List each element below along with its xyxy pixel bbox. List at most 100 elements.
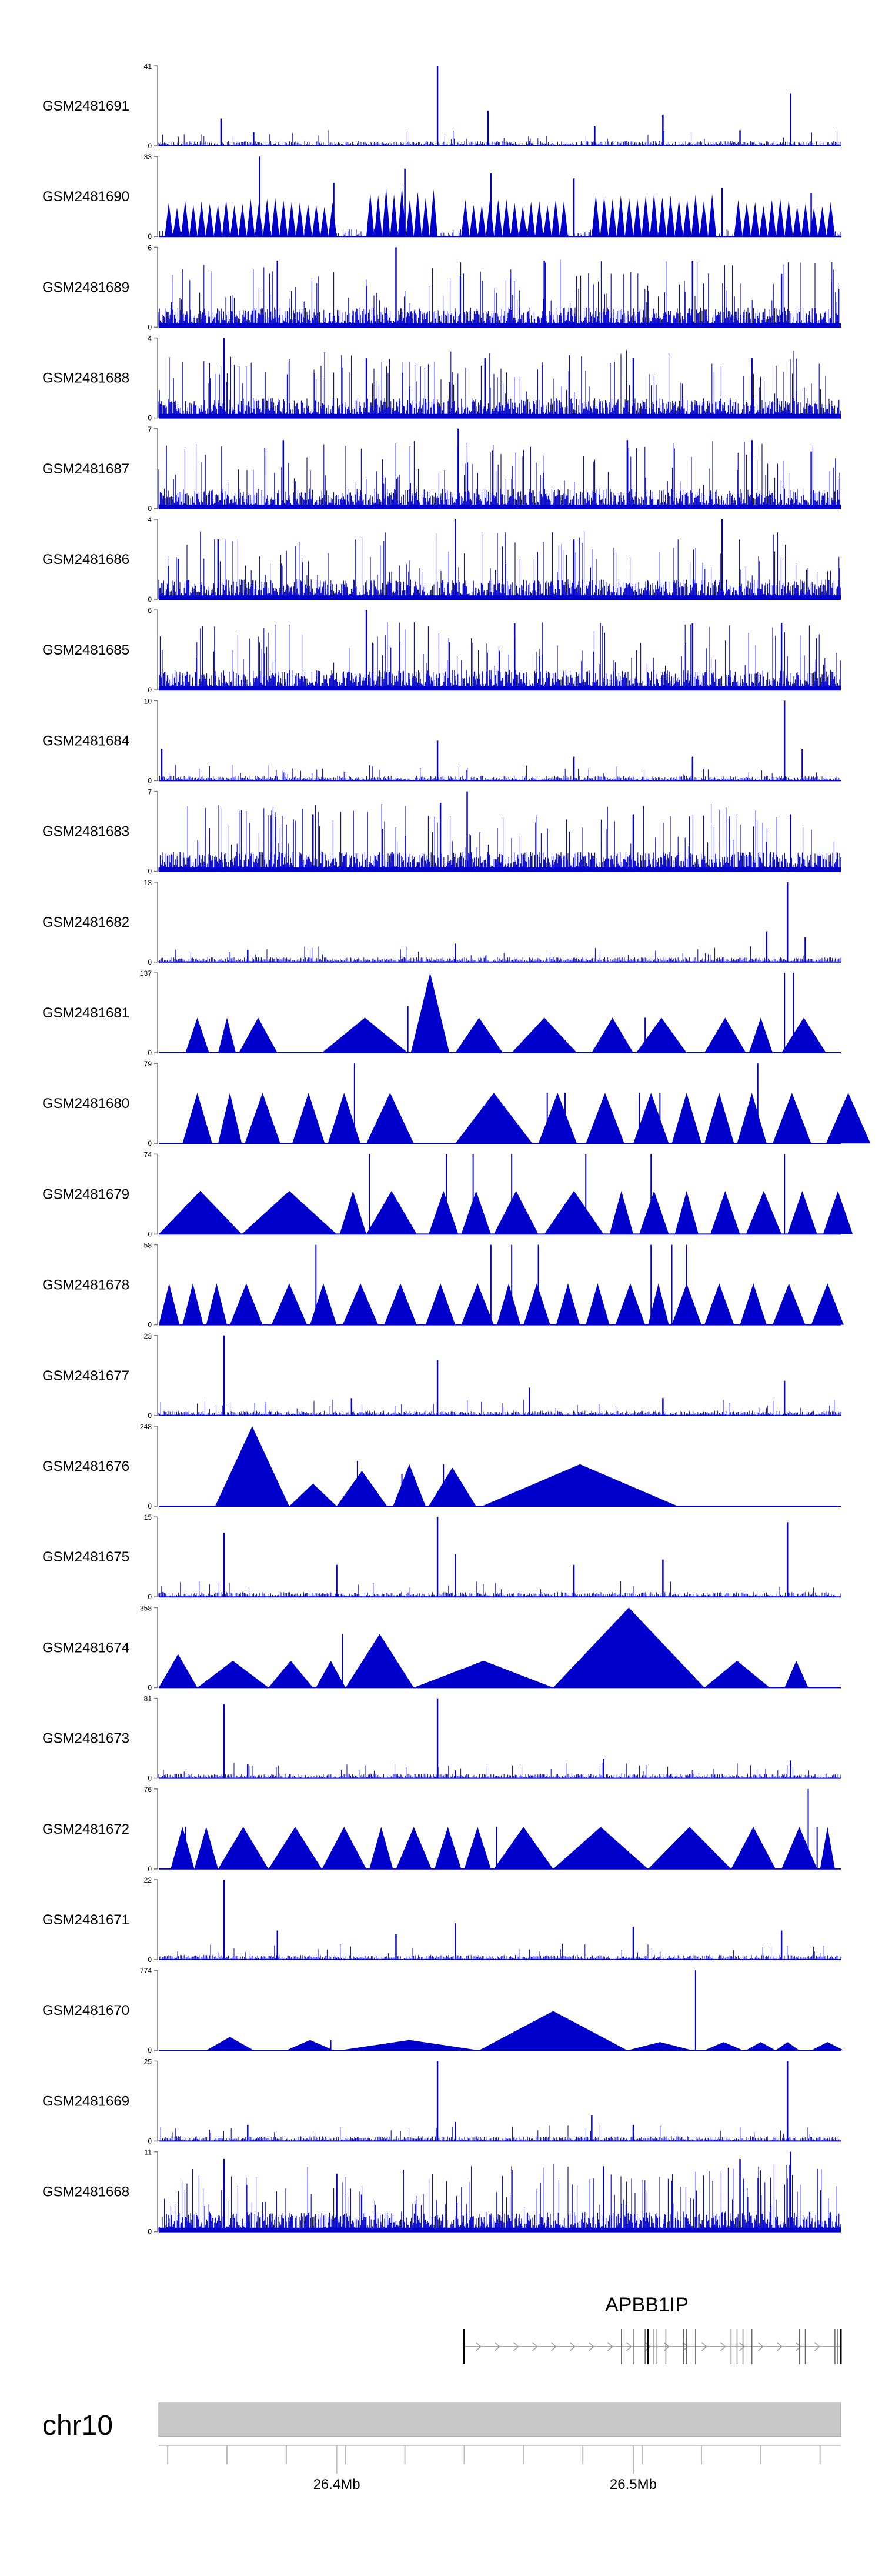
signal-triangle	[710, 1190, 740, 1234]
signal-triangle	[776, 2042, 800, 2051]
signal-triangle	[396, 1827, 432, 1869]
track-y-max-label: 10	[144, 697, 152, 705]
signal-triangle	[369, 1827, 393, 1869]
track-y-min-label: 0	[148, 1593, 152, 1601]
signal-triangle	[801, 203, 810, 237]
genome-axis: 26.4Mb 26.5Mb	[159, 2445, 841, 2492]
track-signal-floor	[159, 2227, 841, 2232]
signal-triangle	[406, 199, 414, 237]
strand-arrow	[739, 2342, 745, 2351]
signal-triangle	[535, 201, 544, 237]
track-label: GSM2481681	[42, 1005, 129, 1021]
track-signal	[159, 1943, 841, 1960]
signal-triangle	[288, 202, 296, 237]
signal-triangle	[674, 199, 683, 237]
track-gsm2481682: GSM2481682 13 0	[42, 879, 841, 966]
strand-arrow	[720, 2342, 726, 2351]
signal-triangle	[811, 1283, 844, 1325]
signal-triangle	[767, 199, 776, 237]
track-signal	[158, 1763, 841, 1778]
signal-triangle	[342, 1283, 379, 1325]
signal-triangle	[811, 2042, 844, 2051]
track-gsm2481674: GSM2481674 358 0	[42, 1604, 841, 1691]
track-signal	[158, 622, 841, 690]
signal-triangle	[742, 203, 751, 237]
strand-arrow	[607, 2342, 613, 2351]
signal-triangle	[425, 1283, 456, 1325]
track-y-min-label: 0	[148, 232, 152, 241]
track-gsm2481685: GSM2481685 6 0	[42, 606, 841, 694]
track-y-max-label: 7	[148, 788, 152, 796]
track-gsm2481668: GSM2481668 11 0	[42, 2148, 841, 2236]
track-gsm2481688: GSM2481688 4 0	[42, 335, 841, 422]
track-gsm2481669: GSM2481669 25 0	[42, 2057, 841, 2145]
signal-triangle	[205, 203, 214, 237]
track-gsm2481675: GSM2481675 15 0	[42, 1513, 841, 1601]
signal-triangle	[263, 199, 272, 237]
signal-triangle	[279, 200, 288, 237]
track-y-max-label: 6	[148, 243, 152, 252]
gene-model	[463, 2329, 842, 2364]
track-label: GSM2481688	[42, 371, 129, 386]
track-gsm2481676: GSM2481676 248 0	[42, 1423, 841, 1510]
ideogram-track: chr10	[42, 2402, 841, 2441]
strand-arrow	[814, 2342, 820, 2351]
track-y-min-label: 0	[148, 1865, 152, 1873]
track-label: GSM2481685	[42, 642, 129, 658]
chromosome-label: chr10	[42, 2410, 113, 2441]
signal-triangle	[435, 1827, 462, 1869]
strand-arrow	[682, 2342, 689, 2351]
track-y-max-label: 6	[148, 606, 152, 615]
track-signal	[158, 441, 841, 509]
signal-triangle	[731, 1827, 776, 1869]
signal-triangle	[182, 1283, 203, 1325]
signal-triangle	[382, 187, 390, 237]
signal-triangle	[704, 1017, 746, 1053]
track-y-min-label: 0	[148, 2228, 152, 2236]
signal-triangle	[213, 204, 222, 237]
track-gsm2481672: GSM2481672 76 0	[42, 1786, 841, 1873]
track-signal	[158, 130, 841, 146]
signal-triangle	[658, 197, 667, 237]
track-gsm2481677: GSM2481677 23 0	[42, 1332, 841, 1420]
signal-triangle	[544, 1190, 604, 1234]
signal-triangle	[242, 1190, 337, 1234]
signal-triangle	[413, 1660, 553, 1688]
signal-triangle	[410, 973, 450, 1053]
signal-triangle	[493, 1827, 553, 1869]
track-y-max-label: 248	[140, 1423, 152, 1431]
track-y-max-label: 11	[145, 2148, 152, 2157]
track-y-max-label: 13	[144, 879, 152, 887]
track-y-min-label: 0	[148, 1683, 152, 1691]
signal-triangle	[479, 2011, 627, 2051]
signal-triangle	[469, 205, 478, 237]
signal-triangle	[230, 205, 239, 237]
signal-triangle	[206, 2037, 254, 2051]
chromosome-ideogram	[158, 2402, 841, 2437]
track-label: GSM2481682	[42, 915, 129, 930]
signal-triangle	[494, 199, 503, 237]
track-y-max-label: 22	[144, 1876, 152, 1884]
strand-arrow	[569, 2342, 576, 2351]
signal-triangle	[477, 204, 486, 237]
signal-triangle	[502, 199, 511, 237]
track-y-max-label: 23	[144, 1332, 152, 1340]
signal-triangle	[173, 208, 181, 237]
signal-triangle	[740, 1283, 767, 1325]
track-label: GSM2481678	[42, 1277, 129, 1293]
track-label: GSM2481689	[42, 279, 129, 295]
strand-arrow	[701, 2342, 707, 2351]
strand-arrow	[644, 2342, 651, 2351]
signal-triangle	[746, 1190, 782, 1234]
signal-triangle	[751, 202, 760, 237]
signal-triangle	[826, 1093, 871, 1144]
signal-triangle	[650, 193, 659, 237]
signal-triangle	[553, 1827, 649, 1869]
signal-triangle	[268, 1827, 322, 1869]
strand-arrow	[475, 2342, 482, 2351]
track-signal-floor	[159, 323, 841, 328]
track-y-max-label: 7	[148, 425, 152, 433]
strand-arrow	[588, 2342, 594, 2351]
track-gsm2481670: GSM2481670 774 0	[42, 1967, 844, 2054]
track-y-max-label: 25	[144, 2057, 152, 2066]
